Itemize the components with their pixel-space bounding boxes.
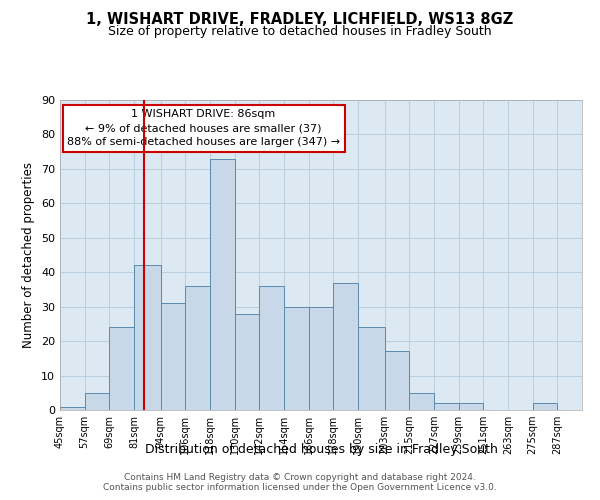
Bar xyxy=(458,403,484,410)
Bar xyxy=(60,406,85,410)
Bar xyxy=(434,403,458,410)
Text: 1, WISHART DRIVE, FRADLEY, LICHFIELD, WS13 8GZ: 1, WISHART DRIVE, FRADLEY, LICHFIELD, WS… xyxy=(86,12,514,28)
Bar xyxy=(334,282,358,410)
Text: Size of property relative to detached houses in Fradley South: Size of property relative to detached ho… xyxy=(108,25,492,38)
Bar xyxy=(85,393,109,410)
Bar xyxy=(308,306,334,410)
Bar xyxy=(161,303,185,410)
Bar xyxy=(259,286,284,410)
Bar xyxy=(210,158,235,410)
Text: Contains HM Land Registry data © Crown copyright and database right 2024.: Contains HM Land Registry data © Crown c… xyxy=(124,472,476,482)
Bar xyxy=(284,306,308,410)
Bar xyxy=(533,403,557,410)
Y-axis label: Number of detached properties: Number of detached properties xyxy=(22,162,35,348)
Bar xyxy=(358,328,385,410)
Text: Distribution of detached houses by size in Fradley South: Distribution of detached houses by size … xyxy=(145,442,497,456)
Bar xyxy=(109,328,134,410)
Bar xyxy=(385,352,409,410)
Text: 1 WISHART DRIVE: 86sqm
← 9% of detached houses are smaller (37)
88% of semi-deta: 1 WISHART DRIVE: 86sqm ← 9% of detached … xyxy=(67,110,340,148)
Bar xyxy=(185,286,210,410)
Bar xyxy=(409,393,434,410)
Text: Contains public sector information licensed under the Open Government Licence v3: Contains public sector information licen… xyxy=(103,484,497,492)
Bar xyxy=(134,266,161,410)
Bar xyxy=(235,314,259,410)
